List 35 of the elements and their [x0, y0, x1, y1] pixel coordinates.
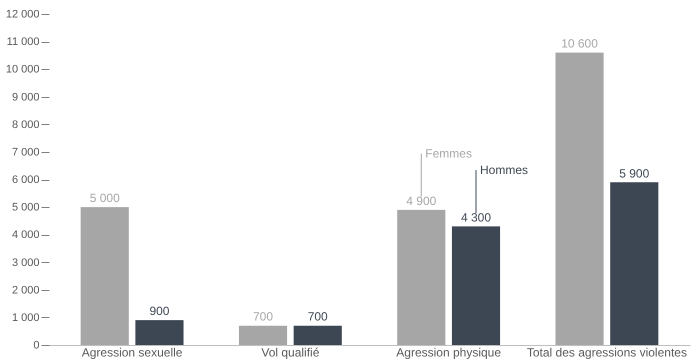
x-tick-label: Agression physique [396, 346, 502, 360]
bar [238, 326, 288, 345]
bar [80, 207, 129, 345]
data-label: 5 900 [619, 166, 650, 180]
y-tick-label: 3 000 [12, 256, 40, 269]
bar [397, 210, 446, 345]
y-tick-label: 4 000 [12, 229, 40, 242]
data-label: 700 [252, 310, 274, 324]
bar [610, 182, 658, 345]
data-label: 4 900 [406, 194, 437, 208]
bar [452, 226, 500, 345]
y-tick-label: 0 [33, 340, 40, 352]
bar [555, 52, 604, 345]
bar [135, 320, 184, 345]
data-label: 4 300 [460, 210, 492, 224]
y-tick-label: 11 000 [6, 36, 40, 48]
y-tick-label: 2 000 [12, 284, 40, 296]
data-label: 900 [149, 304, 170, 318]
x-tick-label: Agression sexuelle [82, 346, 183, 360]
y-tick-label: 10 000 [6, 64, 40, 76]
y-tick-label: 9 000 [12, 91, 40, 104]
text: Hommes [480, 163, 528, 178]
data-label: 5 000 [90, 191, 120, 206]
x-tick-label: Vol qualifié [261, 346, 320, 360]
x-tick-label: Total des agressions violentes [526, 346, 687, 360]
y-tick-label: 5 000 [12, 202, 40, 214]
bar [294, 326, 342, 345]
y-tick-label: 8 000 [12, 118, 40, 131]
y-tick-label: 6 000 [12, 174, 40, 186]
y-tick-label: 1 000 [12, 312, 40, 324]
y-tick-label: 12 000 [6, 8, 40, 20]
text: Femmes [425, 146, 472, 161]
data-label: 700 [308, 310, 328, 324]
data-label: 10 600 [561, 36, 598, 51]
y-tick-label: 7 000 [12, 146, 40, 158]
